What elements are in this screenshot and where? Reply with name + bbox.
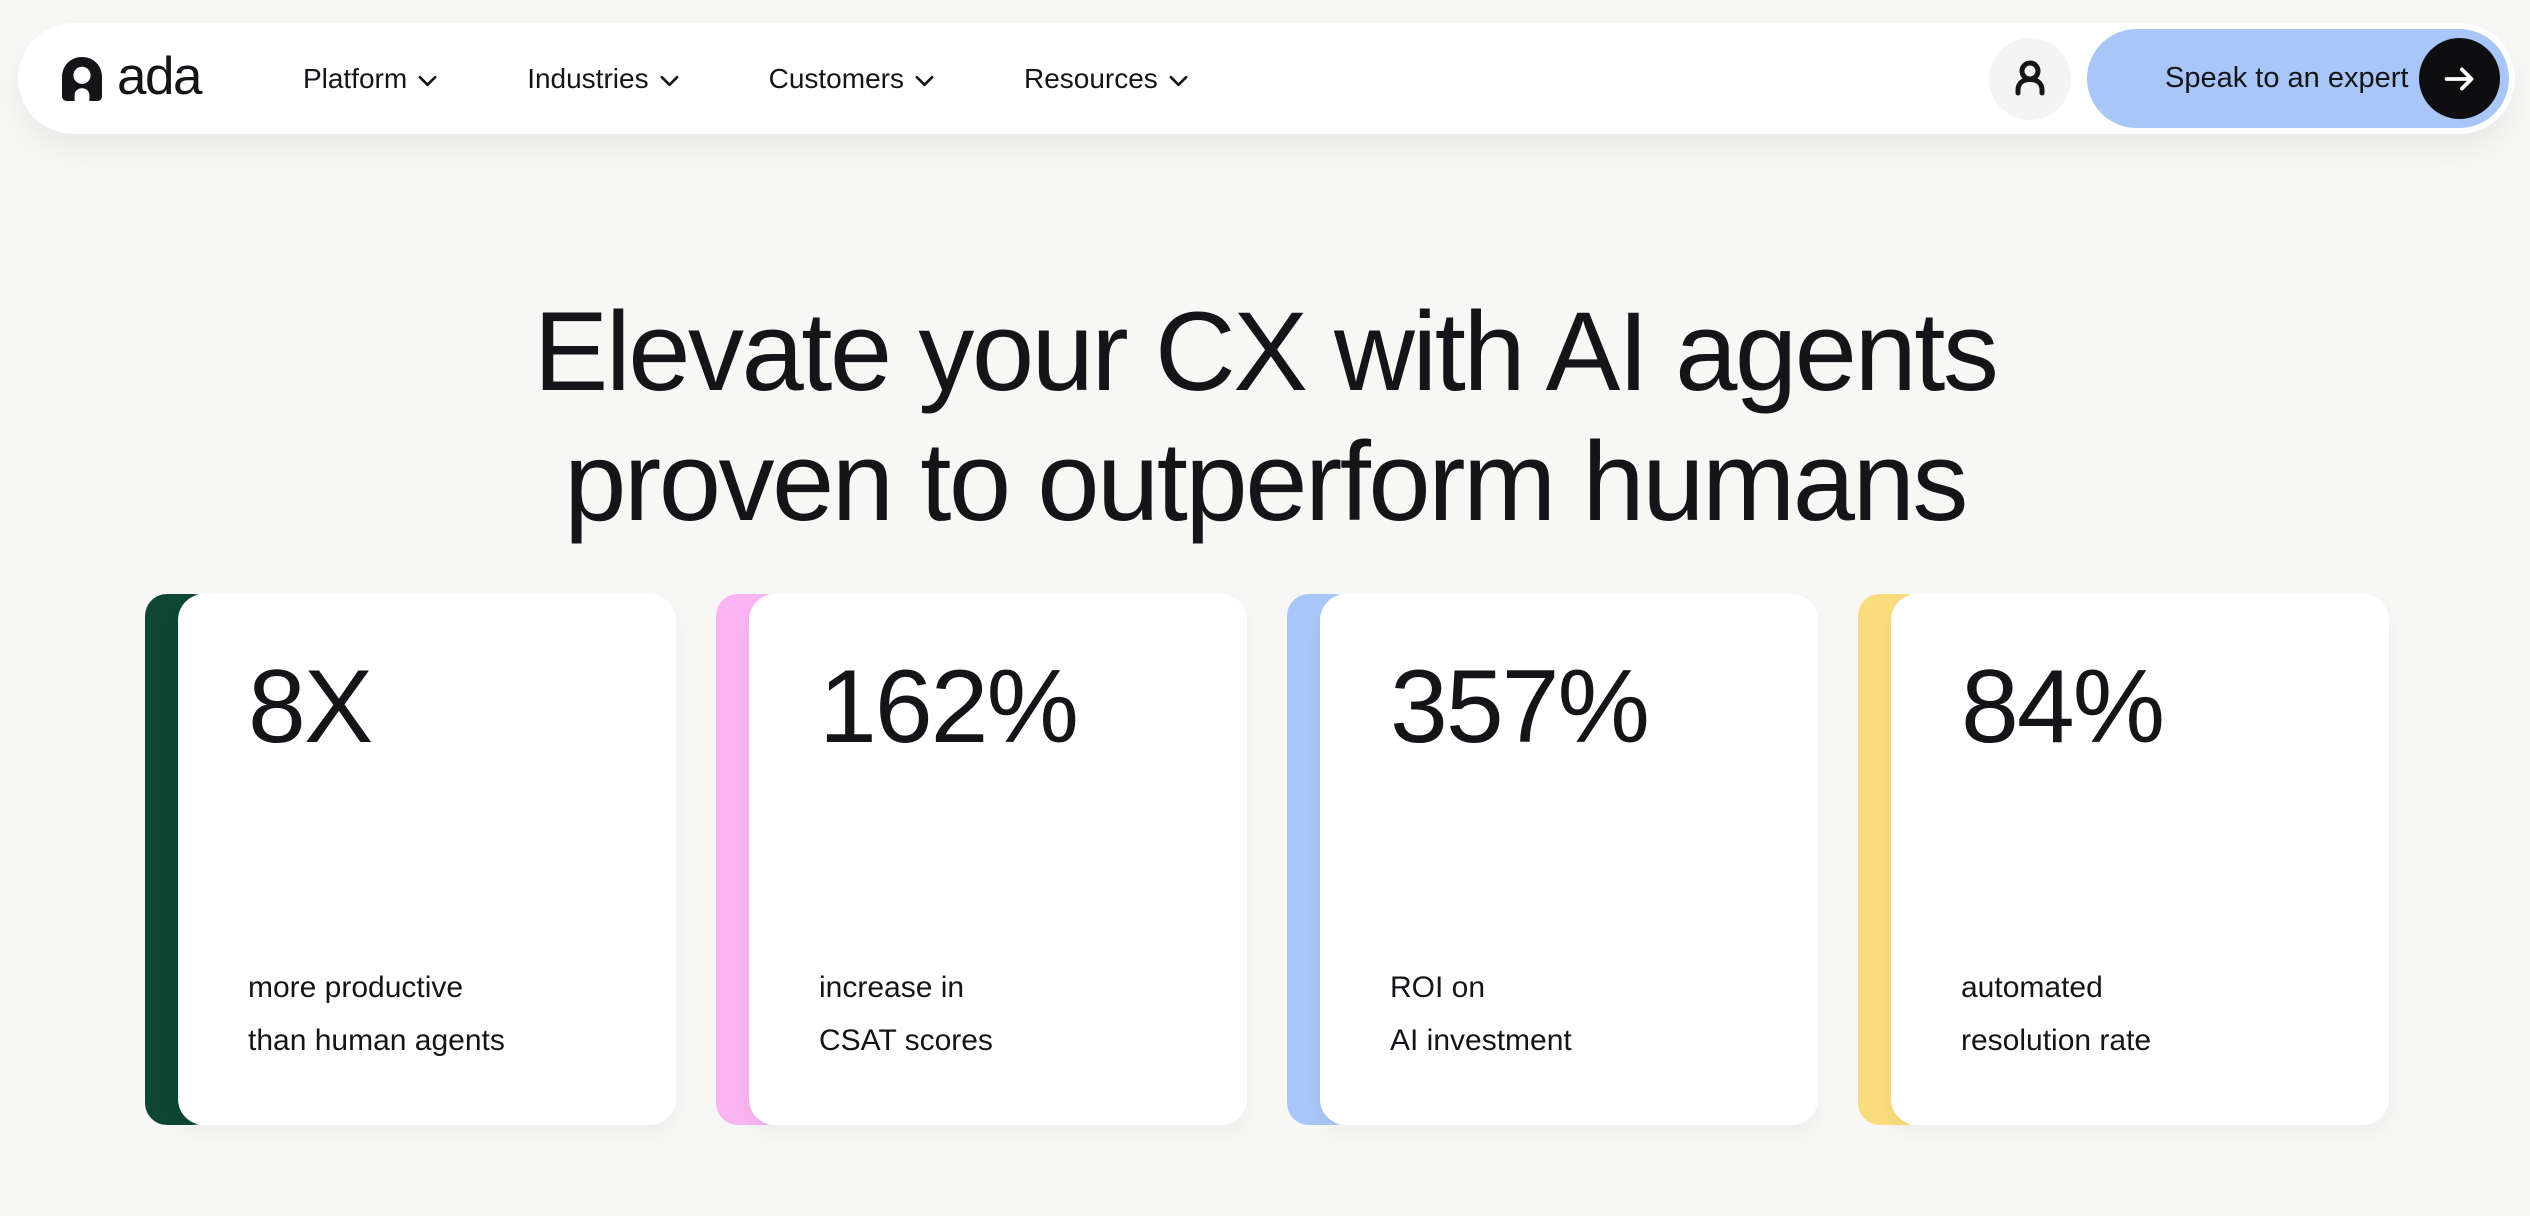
stat-value: 162% <box>819 649 1079 765</box>
stat-caption-line2: resolution rate <box>1961 1024 2152 1057</box>
stat-caption: more productive than human agents <box>248 961 620 1067</box>
stat-caption: ROI on AI investment <box>1390 961 1762 1067</box>
stat-value: 8X <box>248 649 373 765</box>
stat-card-productivity: 8X more productive than human agents <box>145 594 676 1125</box>
nav-item-label: Platform <box>302 62 408 94</box>
logo[interactable]: ada <box>62 47 202 107</box>
ada-logo-icon <box>62 56 102 101</box>
arrow-circle <box>2419 38 2500 119</box>
stat-caption-line1: increase in <box>819 971 965 1004</box>
hero-heading-line2: proven to outperform humans <box>564 419 1968 545</box>
stat-card-roi: 357% ROI on AI investment <box>1287 594 1818 1125</box>
stat-caption-line2: AI investment <box>1390 1024 1572 1057</box>
stat-caption: automated resolution rate <box>1961 961 2333 1067</box>
nav-item-industries[interactable]: Industries <box>527 62 679 94</box>
chevron-down-icon <box>660 75 679 86</box>
navbar-right: Speak to an expert <box>1989 29 2509 128</box>
nav-links: Platform Industries Customers Resources <box>302 62 1188 94</box>
stats-row: 8X more productive than human agents 162… <box>145 594 2389 1125</box>
hero-heading-line1: Elevate your CX with AI agents <box>533 289 1999 415</box>
speak-to-expert-label: Speak to an expert <box>2165 62 2409 94</box>
account-button[interactable] <box>1989 37 2071 120</box>
hero-heading: Elevate your CX with AI agents proven to… <box>0 287 2530 547</box>
stat-caption-line1: more productive <box>248 971 464 1004</box>
stat-card-body: 8X more productive than human agents <box>178 594 676 1125</box>
stat-value: 84% <box>1961 649 2165 765</box>
stat-value: 357% <box>1390 649 1650 765</box>
nav-item-platform[interactable]: Platform <box>302 62 437 94</box>
nav-item-resources[interactable]: Resources <box>1023 62 1188 94</box>
nav-item-label: Customers <box>768 62 904 94</box>
stat-caption-line1: ROI on <box>1390 971 1486 1004</box>
navbar: ada Platform Industries Customers Resour… <box>18 23 2515 134</box>
user-icon <box>2015 60 2045 95</box>
stat-caption: increase in CSAT scores <box>819 961 1191 1067</box>
speak-to-expert-button[interactable]: Speak to an expert <box>2087 29 2509 128</box>
chevron-down-icon <box>915 75 934 86</box>
stat-card-body: 84% automated resolution rate <box>1891 594 2389 1125</box>
arrow-right-icon <box>2444 67 2473 90</box>
nav-item-label: Industries <box>527 62 649 94</box>
stat-caption-line2: than human agents <box>248 1024 505 1057</box>
nav-item-customers[interactable]: Customers <box>768 62 934 94</box>
stat-card-body: 162% increase in CSAT scores <box>749 594 1247 1125</box>
stat-card-body: 357% ROI on AI investment <box>1320 594 1818 1125</box>
logo-wordmark: ada <box>117 47 202 106</box>
stat-card-resolution: 84% automated resolution rate <box>1858 594 2389 1125</box>
chevron-down-icon <box>418 75 437 86</box>
stat-card-csat: 162% increase in CSAT scores <box>716 594 1247 1125</box>
chevron-down-icon <box>1169 75 1188 86</box>
stat-caption-line2: CSAT scores <box>819 1024 993 1057</box>
stat-caption-line1: automated <box>1961 971 2103 1004</box>
nav-item-label: Resources <box>1023 62 1158 94</box>
